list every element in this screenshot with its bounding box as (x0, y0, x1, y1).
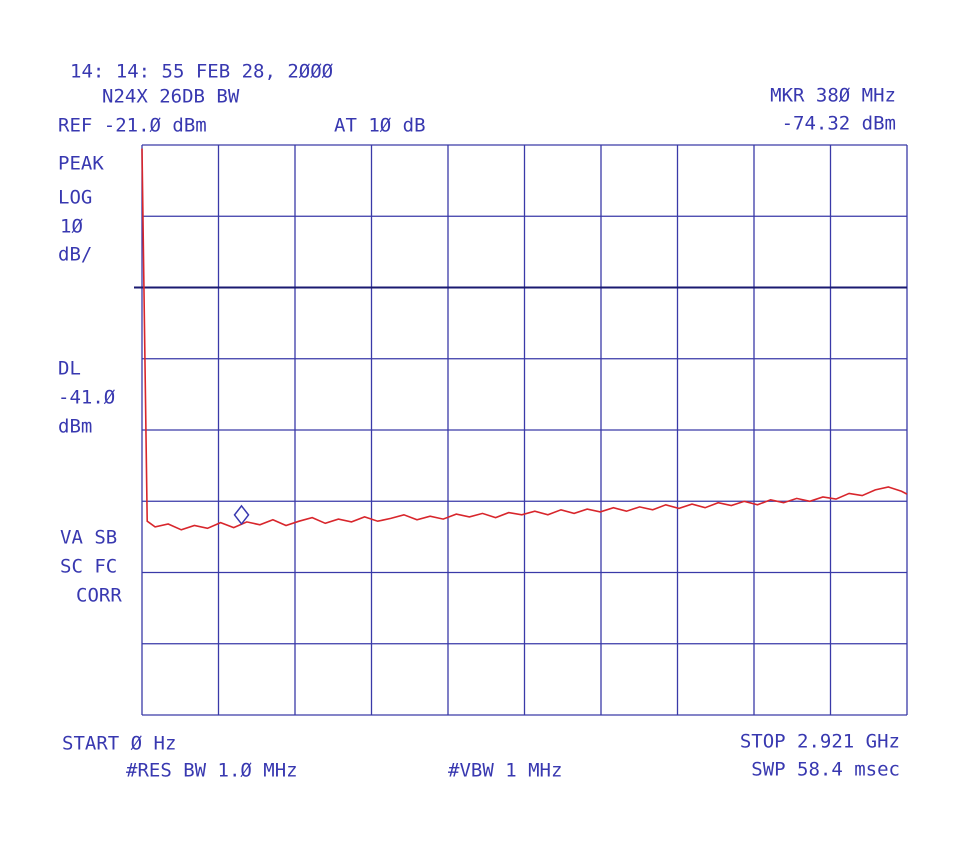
marker (233, 504, 250, 526)
sweep-time: SWP 58.4 msec (751, 759, 900, 781)
side-annotation: DL (58, 358, 81, 380)
side-annotation: CORR (76, 585, 122, 607)
side-annotation: VA SB (60, 527, 117, 549)
start-frequency: START Ø Hz (62, 733, 176, 755)
timestamp: 14: 14: 55 FEB 28, 2ØØØ (70, 61, 334, 83)
marker-frequency: MKR 38Ø MHz (770, 85, 896, 107)
attenuation: AT 1Ø dB (334, 115, 426, 137)
stop-frequency: STOP 2.921 GHz (740, 731, 900, 753)
side-annotation: LOG (58, 187, 92, 209)
side-annotation: dB/ (58, 244, 92, 266)
trace (141, 148, 908, 531)
side-annotation: 1Ø (60, 216, 83, 238)
marker-level: -74.32 dBm (782, 113, 896, 135)
video-bandwidth: #VBW 1 MHz (448, 760, 562, 782)
resolution-bandwidth: #RES BW 1.Ø MHz (126, 760, 298, 782)
side-annotation: dBm (58, 416, 92, 438)
side-annotation: SC FC (60, 556, 117, 578)
side-annotation: -41.Ø (58, 387, 116, 409)
chart-title: N24X 26DB BW (102, 86, 240, 108)
side-annotation: PEAK (58, 153, 104, 175)
ref-level: REF -21.Ø dBm (58, 115, 207, 137)
